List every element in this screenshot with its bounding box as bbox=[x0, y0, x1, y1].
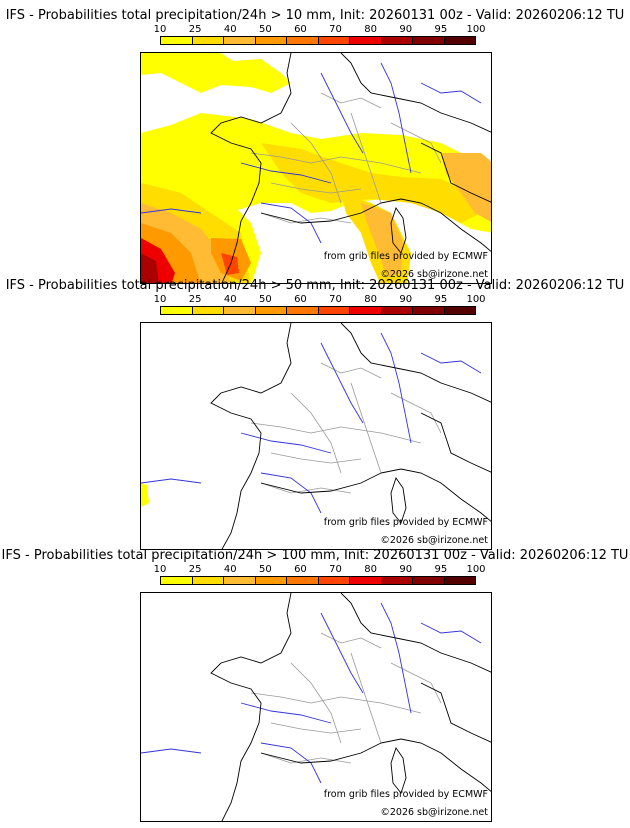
river-lines bbox=[141, 332, 482, 514]
colorbar-swatch bbox=[255, 577, 287, 584]
colorbar-swatch bbox=[224, 37, 256, 44]
colorbar-swatch bbox=[444, 577, 475, 584]
colorbar-swatch bbox=[413, 37, 445, 44]
colorbar-tick-label: 40 bbox=[223, 24, 237, 35]
colorbar-tick-label: 95 bbox=[434, 564, 448, 575]
colorbar-swatch bbox=[444, 37, 475, 44]
colorbar-swatch bbox=[161, 577, 193, 584]
coastline-borders bbox=[210, 593, 491, 821]
colorbar-tick-label: 95 bbox=[434, 294, 448, 305]
colorbar-tick-label: 100 bbox=[466, 564, 486, 575]
colorbar-swatch bbox=[161, 307, 193, 314]
coastline-borders bbox=[210, 323, 491, 549]
colorbar-swatch bbox=[381, 37, 413, 44]
region-lines bbox=[250, 92, 442, 224]
colorbar-swatch bbox=[318, 307, 350, 314]
colorbar bbox=[160, 306, 476, 315]
colorbar-swatch bbox=[224, 577, 256, 584]
colorbar-tick-label: 25 bbox=[188, 294, 202, 305]
colorbar-tick-label: 90 bbox=[399, 294, 413, 305]
colorbar-swatch bbox=[444, 307, 475, 314]
colorbar-swatch bbox=[192, 577, 224, 584]
colorbar-tick-label: 60 bbox=[294, 564, 307, 575]
colorbar-swatch bbox=[318, 37, 350, 44]
river-lines bbox=[141, 62, 482, 244]
colorbar-ticks: 10 25 40 50 60 70 80 90 95 100 bbox=[154, 294, 486, 306]
coastline-borders bbox=[210, 53, 491, 283]
source-credit: from grib files provided by ECMWF bbox=[323, 251, 488, 262]
region-lines bbox=[250, 632, 442, 764]
probability-map: from grib files provided by ECMWF ©2026 … bbox=[140, 592, 492, 822]
colorbar-swatch bbox=[287, 37, 319, 44]
colorbar-swatch bbox=[287, 307, 319, 314]
colorbar-tick-label: 10 bbox=[153, 24, 167, 35]
colorbar-tick-label: 10 bbox=[153, 564, 167, 575]
copyright-credit: ©2026 sb@irizone.net bbox=[380, 535, 488, 546]
colorbar-ticks: 10 25 40 50 60 70 80 90 95 100 bbox=[154, 24, 486, 36]
river-lines bbox=[141, 602, 482, 784]
colorbar-swatch bbox=[318, 577, 350, 584]
colorbar bbox=[160, 36, 476, 45]
colorbar-tick-label: 100 bbox=[466, 294, 486, 305]
colorbar-tick-label: 100 bbox=[466, 24, 486, 35]
colorbar-swatch bbox=[224, 307, 256, 314]
colorbar-tick-label: 70 bbox=[329, 294, 342, 305]
map-canvas bbox=[141, 323, 491, 549]
colorbar-ticks: 10 25 40 50 60 70 80 90 95 100 bbox=[154, 564, 486, 576]
panel-title: IFS - Probabilities total precipitation/… bbox=[1, 548, 629, 563]
panel-title: IFS - Probabilities total precipitation/… bbox=[5, 8, 625, 23]
precip-probability-field bbox=[141, 53, 491, 283]
panel-50mm: IFS - Probabilities total precipitation/… bbox=[0, 278, 630, 550]
colorbar-tick-label: 80 bbox=[364, 24, 378, 35]
colorbar-tick-label: 60 bbox=[294, 24, 307, 35]
colorbar-tick-label: 50 bbox=[258, 24, 272, 35]
probability-map: from grib files provided by ECMWF ©2026 … bbox=[140, 52, 492, 284]
colorbar-tick-label: 40 bbox=[223, 294, 237, 305]
colorbar-tick-label: 50 bbox=[258, 564, 272, 575]
panel-title: IFS - Probabilities total precipitation/… bbox=[5, 278, 625, 293]
colorbar-tick-label: 10 bbox=[153, 294, 167, 305]
colorbar-tick-label: 90 bbox=[399, 564, 413, 575]
precip-probability-field bbox=[141, 483, 149, 507]
colorbar-swatch bbox=[255, 307, 287, 314]
colorbar-swatch bbox=[413, 307, 445, 314]
colorbar-tick-label: 25 bbox=[188, 564, 202, 575]
colorbar-tick-label: 90 bbox=[399, 24, 413, 35]
copyright-credit: ©2026 sb@irizone.net bbox=[380, 269, 488, 280]
colorbar-tick-label: 80 bbox=[364, 564, 378, 575]
copyright-credit: ©2026 sb@irizone.net bbox=[380, 807, 488, 818]
region-lines bbox=[250, 362, 442, 494]
source-credit: from grib files provided by ECMWF bbox=[323, 517, 488, 528]
colorbar bbox=[160, 576, 476, 585]
colorbar-swatch bbox=[381, 307, 413, 314]
map-canvas bbox=[141, 593, 491, 821]
colorbar-swatch bbox=[350, 37, 382, 44]
colorbar-swatch bbox=[192, 307, 224, 314]
colorbar-tick-label: 25 bbox=[188, 24, 202, 35]
colorbar-tick-label: 70 bbox=[329, 564, 342, 575]
colorbar-tick-label: 50 bbox=[258, 294, 272, 305]
colorbar-swatch bbox=[413, 577, 445, 584]
colorbar-swatch bbox=[350, 577, 382, 584]
probability-map: from grib files provided by ECMWF ©2026 … bbox=[140, 322, 492, 550]
colorbar-swatch bbox=[192, 37, 224, 44]
colorbar-tick-label: 70 bbox=[329, 24, 342, 35]
colorbar-tick-label: 40 bbox=[223, 564, 237, 575]
colorbar-swatch bbox=[350, 307, 382, 314]
panel-100mm: IFS - Probabilities total precipitation/… bbox=[0, 548, 630, 828]
map-canvas bbox=[141, 53, 491, 283]
colorbar-swatch bbox=[255, 37, 287, 44]
colorbar-swatch bbox=[161, 37, 193, 44]
colorbar-tick-label: 60 bbox=[294, 294, 307, 305]
colorbar-tick-label: 95 bbox=[434, 24, 448, 35]
panel-10mm: IFS - Probabilities total precipitation/… bbox=[0, 8, 630, 284]
colorbar-tick-label: 80 bbox=[364, 294, 378, 305]
source-credit: from grib files provided by ECMWF bbox=[323, 789, 488, 800]
colorbar-swatch bbox=[381, 577, 413, 584]
colorbar-swatch bbox=[287, 577, 319, 584]
